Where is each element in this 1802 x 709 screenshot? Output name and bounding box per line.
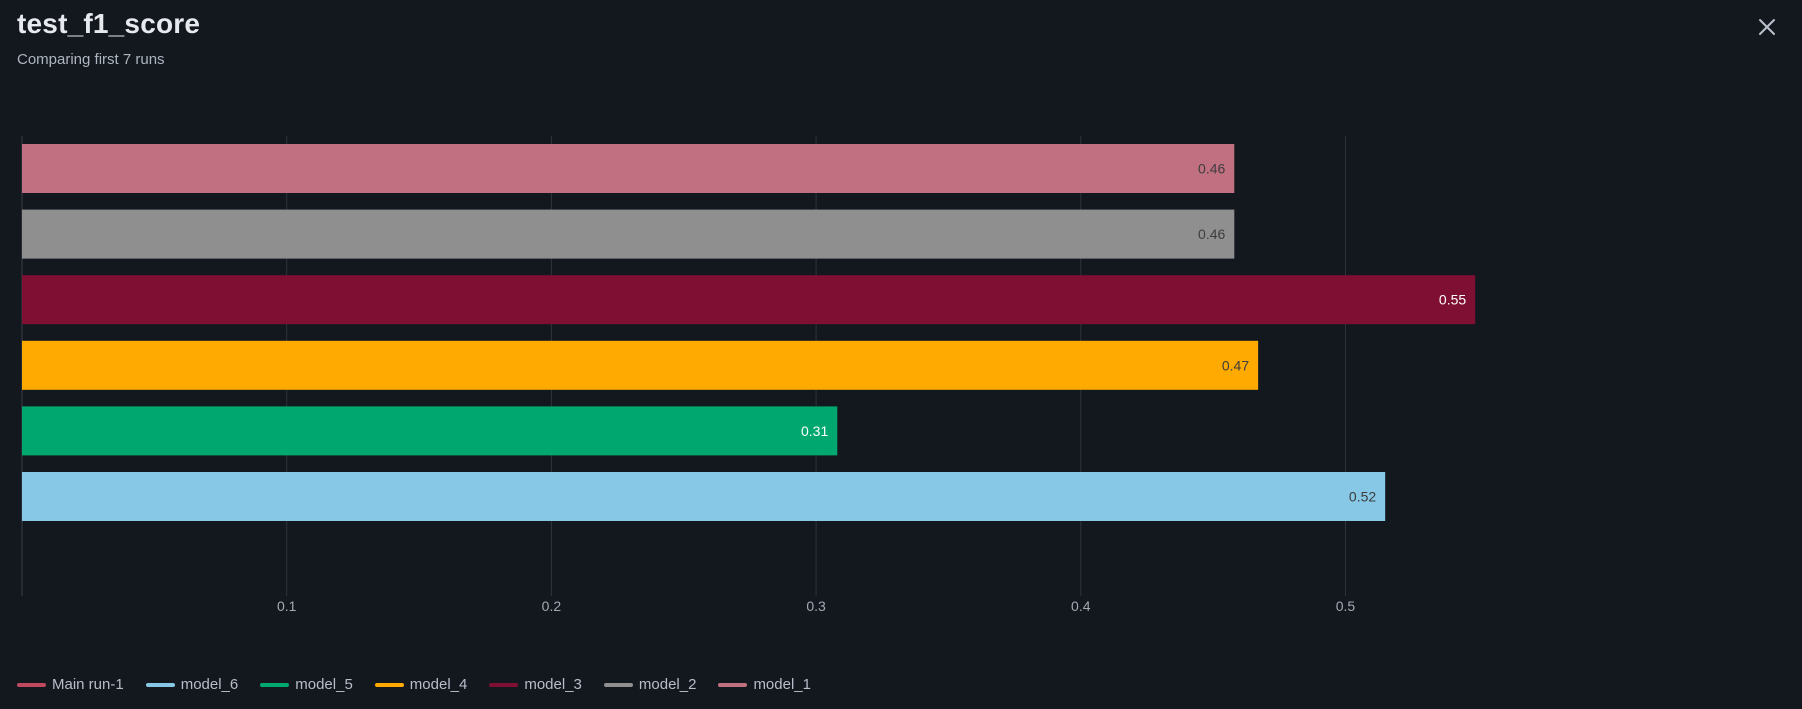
- legend-item-model-3[interactable]: model_3: [489, 676, 582, 693]
- x-tick-label: 0.2: [542, 598, 562, 614]
- legend: Main run-1 model_6 model_5 model_4 model_3 mo…: [17, 676, 811, 693]
- legend-swatch: [17, 682, 46, 687]
- legend-label: model_4: [409, 676, 468, 693]
- bar-value-label: 0.55: [1439, 292, 1466, 308]
- legend-label: Main run-1: [52, 676, 124, 693]
- x-axis-ticks: 0.1 0.2 0.3 0.4 0.5: [277, 598, 1355, 614]
- bar-value-label: 0.46: [1198, 161, 1225, 177]
- bar-value-label: 0.47: [1222, 357, 1249, 373]
- legend-swatch: [489, 682, 519, 687]
- legend-item-model-4[interactable]: model_4: [374, 676, 468, 693]
- bar-value-label: 0.46: [1198, 226, 1225, 242]
- legend-item-model-5[interactable]: model_5: [260, 676, 353, 693]
- bar-value-label: 0.31: [801, 423, 828, 439]
- legend-item-model-2[interactable]: model_2: [603, 676, 697, 693]
- bars: [22, 144, 1476, 521]
- bar-value-label: 0.52: [1349, 489, 1376, 505]
- bar-model-2[interactable]: [22, 209, 1235, 259]
- page-title: test_f1_score: [17, 8, 201, 39]
- legend-swatch: [603, 682, 633, 687]
- x-tick-label: 0.5: [1336, 598, 1356, 614]
- legend-item-model-1[interactable]: model_1: [718, 676, 811, 693]
- x-tick-label: 0.1: [277, 598, 297, 614]
- legend-item-main-run-1[interactable]: Main run-1: [17, 676, 124, 693]
- bar-model-6[interactable]: [22, 472, 1386, 521]
- bar-labels: 0.46 0.46 0.55 0.47 0.31 0.52: [801, 161, 1466, 505]
- legend-label: model_5: [295, 676, 353, 693]
- bar-model-4[interactable]: [22, 340, 1259, 390]
- legend-swatch: [260, 682, 290, 687]
- close-icon: [1759, 19, 1775, 35]
- bar-model-3[interactable]: [22, 275, 1476, 325]
- bar-model-1[interactable]: [22, 144, 1235, 193]
- x-tick-label: 0.4: [1071, 598, 1091, 614]
- x-tick-label: 0.3: [806, 598, 826, 614]
- legend-label: model_2: [638, 676, 697, 693]
- bar-model-5[interactable]: [22, 406, 838, 456]
- legend-swatch: [374, 682, 404, 687]
- page-subtitle: Comparing first 7 runs: [17, 51, 165, 68]
- close-button[interactable]: [1754, 14, 1780, 40]
- legend-swatch: [145, 682, 175, 687]
- legend-item-model-6[interactable]: model_6: [145, 676, 239, 693]
- legend-swatch: [718, 682, 748, 687]
- legend-label: model_6: [180, 676, 239, 693]
- legend-label: model_1: [753, 676, 811, 693]
- legend-label: model_3: [524, 676, 582, 693]
